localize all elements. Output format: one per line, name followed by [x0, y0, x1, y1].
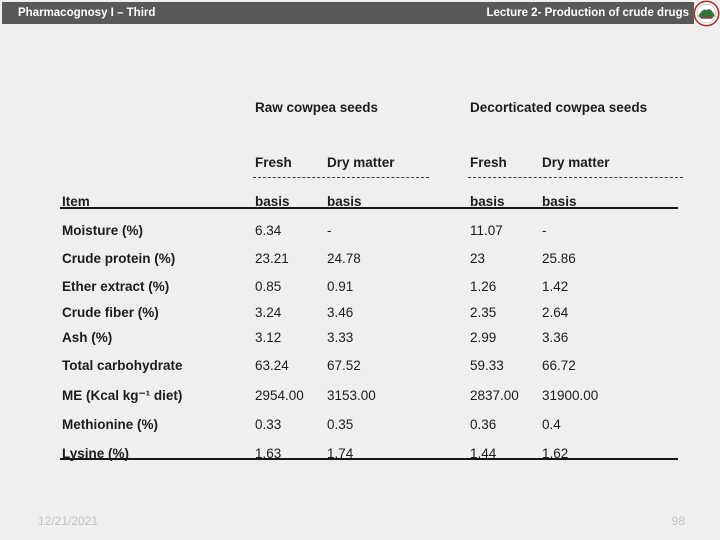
row-label: Ether extract (%) — [62, 278, 170, 294]
header-bar: Pharmacognosy I – Third Lecture 2- Produ… — [2, 2, 694, 24]
cell-value: 24.78 — [327, 250, 361, 266]
subheader-row: Fresh Dry matter Fresh Dry matter — [60, 153, 683, 187]
lecture-title: Lecture 2- Production of crude drugs — [486, 7, 689, 19]
cell-value: 1.63 — [255, 445, 282, 461]
slide-date: 12/21/2021 — [38, 514, 99, 528]
cell-value: 0.91 — [327, 278, 354, 294]
table-row: Moisture (%) 6.34 - 11.07 - — [60, 217, 683, 245]
cell-value: 3.46 — [327, 305, 354, 321]
col-header: Fresh — [470, 155, 507, 170]
col-header: Dry matter — [327, 155, 395, 170]
cell-value: 6.34 — [255, 222, 282, 238]
cell-value: 3153.00 — [327, 387, 376, 403]
cell-value: 2837.00 — [470, 387, 519, 403]
cell-value: 3.12 — [255, 330, 282, 346]
cell-value: 2.64 — [542, 305, 569, 321]
table-header-rule — [60, 207, 678, 209]
cell-value: 3.36 — [542, 330, 569, 346]
row-label: Crude fiber (%) — [62, 305, 159, 321]
university-seal-icon — [693, 0, 720, 27]
table-row: Crude protein (%) 23.21 24.78 23 25.86 — [60, 245, 683, 273]
cell-value: - — [542, 222, 547, 238]
dashed-divider-decorticated — [468, 177, 683, 178]
dashed-divider-raw — [253, 177, 429, 178]
cell-value: 23 — [470, 250, 486, 266]
cell-value: 1.74 — [327, 445, 354, 461]
row-label: Total carbohydrate — [62, 357, 183, 373]
cell-value: 0.36 — [470, 417, 497, 433]
table-row: Methionine (%) 0.33 0.35 0.36 0.4 — [60, 411, 683, 440]
cell-value: 1.62 — [542, 445, 569, 461]
cell-value: 2.35 — [470, 305, 497, 321]
table-row: Ether extract (%) 0.85 0.91 1.26 1.42 — [60, 273, 683, 301]
table-bottom-rule — [60, 458, 678, 460]
cell-value: 3.24 — [255, 305, 282, 321]
table-row: Total carbohydrate 63.24 67.52 59.33 66.… — [60, 351, 683, 381]
cell-value: 66.72 — [542, 357, 576, 373]
cell-value: 0.85 — [255, 278, 282, 294]
row-label: Crude protein (%) — [62, 250, 176, 266]
group-header-row: Raw cowpea seeds Decorticated cowpea see… — [60, 95, 683, 153]
basis-row: Item basis basis basis basis — [60, 187, 683, 217]
course-title: Pharmacognosy I – Third — [18, 7, 156, 19]
table-row: Lysine (%) 1.63 1.74 1.44 1.62 — [60, 440, 683, 468]
cell-value: 2.99 — [470, 330, 497, 346]
row-label: Methionine (%) — [62, 417, 158, 433]
cell-value: 2954.00 — [255, 387, 304, 403]
cell-value: - — [327, 222, 332, 238]
table-row: Crude fiber (%) 3.24 3.46 2.35 2.64 — [60, 301, 683, 326]
item-column-header: Item — [62, 193, 90, 209]
cell-value: 1.26 — [470, 278, 497, 294]
col-header: Dry matter — [542, 155, 610, 170]
group-header-decorticated: Decorticated cowpea seeds — [470, 100, 648, 115]
group-header-raw: Raw cowpea seeds — [255, 100, 379, 115]
cell-value: 59.33 — [470, 357, 504, 373]
cell-value: 63.24 — [255, 357, 289, 373]
cowpea-nutrition-table: Raw cowpea seeds Decorticated cowpea see… — [60, 95, 683, 468]
table-row: ME (Kcal kg⁻¹ diet) 2954.00 3153.00 2837… — [60, 381, 683, 411]
cell-value: 1.44 — [470, 445, 497, 461]
basis-label: basis — [327, 193, 362, 209]
cell-value: 31900.00 — [542, 387, 599, 403]
cell-value: 67.52 — [327, 357, 361, 373]
row-label: Lysine (%) — [62, 445, 130, 461]
cell-value: 0.33 — [255, 417, 282, 433]
cell-value: 1.42 — [542, 278, 569, 294]
row-label: ME (Kcal kg⁻¹ diet) — [62, 387, 183, 403]
cell-value: 11.07 — [470, 222, 503, 238]
row-label: Ash (%) — [62, 330, 113, 346]
col-header: Fresh — [255, 155, 292, 170]
basis-label: basis — [470, 193, 505, 209]
basis-label: basis — [542, 193, 577, 209]
cell-value: 3.33 — [327, 330, 354, 346]
table-row: Ash (%) 3.12 3.33 2.99 3.36 — [60, 326, 683, 351]
cell-value: 23.21 — [255, 250, 289, 266]
slide-number: 98 — [671, 514, 685, 528]
row-label: Moisture (%) — [62, 222, 143, 238]
cell-value: 0.35 — [327, 417, 354, 433]
cell-value: 0.4 — [542, 417, 561, 433]
cell-value: 25.86 — [542, 250, 576, 266]
basis-label: basis — [255, 193, 290, 209]
